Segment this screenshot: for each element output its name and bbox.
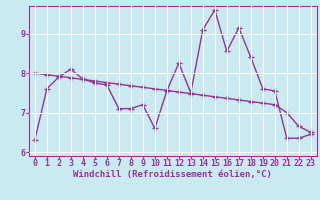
X-axis label: Windchill (Refroidissement éolien,°C): Windchill (Refroidissement éolien,°C) [73,170,272,179]
